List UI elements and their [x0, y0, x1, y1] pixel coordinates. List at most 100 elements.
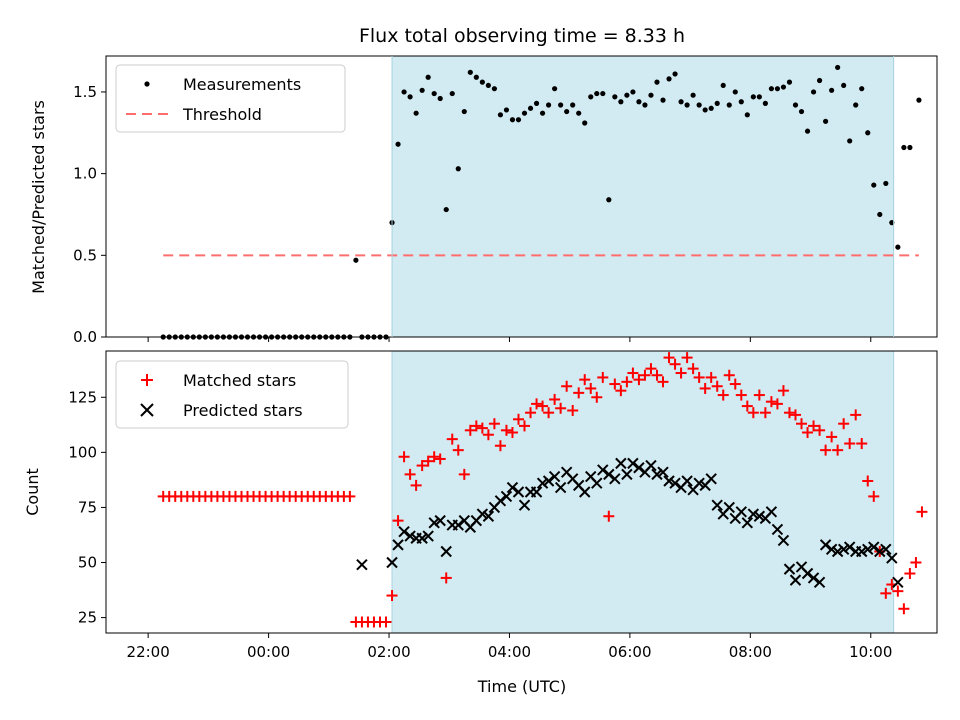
measurement-point — [822, 118, 829, 124]
legend-predicted-label: Predicted stars — [183, 401, 303, 420]
matched-star-point — [476, 422, 488, 434]
matched-star-point — [669, 358, 681, 370]
predicted-star-point — [765, 506, 778, 518]
measurement-point — [395, 141, 401, 147]
predicted-star-point — [494, 495, 507, 507]
x-tick-label: 00:00 — [247, 643, 290, 661]
measurement-point — [798, 108, 805, 115]
measurement-point — [768, 86, 775, 92]
predicted-star-point — [452, 519, 464, 531]
matched-star-point — [783, 407, 795, 419]
bottom-panel: 22:00 00:00 02:00 04:00 06:00 08:00 10:00 25 50… — [23, 350, 938, 696]
matched-star-point — [741, 400, 753, 412]
predicted-star-point — [705, 473, 717, 485]
matched-star-point — [410, 479, 422, 491]
matched-star-point — [597, 371, 609, 383]
measurement-point — [455, 166, 461, 172]
measurement-point — [564, 108, 570, 115]
matched-star-point — [904, 568, 916, 580]
y-tick-label: 50 — [78, 554, 97, 572]
predicted-star-point — [837, 543, 850, 555]
legend-measurements-label: Measurements — [183, 75, 301, 94]
measurement-point — [732, 89, 738, 95]
measurement-point — [756, 94, 762, 100]
measurement-point — [545, 102, 552, 108]
bottom-legend-frame — [115, 360, 349, 429]
matched-star-point — [392, 515, 404, 527]
predicted-star-point — [591, 477, 603, 489]
measurement-point — [841, 82, 847, 89]
predicted-star-point — [356, 558, 368, 571]
top-panel-frame — [105, 55, 938, 338]
x-tick-label: 10:00 — [849, 643, 892, 661]
predicted-star-point — [645, 459, 657, 472]
measurement-point — [762, 100, 768, 106]
matched-star-point — [856, 438, 868, 450]
matched-star-point — [880, 587, 892, 599]
matched-star-point — [549, 393, 561, 405]
predicted-star-point — [819, 539, 832, 551]
matched-star-point — [440, 572, 452, 584]
matched-star-point — [868, 490, 880, 502]
matched-star-point — [796, 418, 808, 430]
measurement-point — [714, 100, 720, 106]
measurement-point — [497, 112, 504, 118]
matched-star-point — [693, 371, 705, 383]
matched-star-point — [416, 460, 428, 472]
y-tick-label: 1.5 — [73, 83, 97, 101]
predicted-star-point — [416, 532, 428, 544]
predicted-star-point — [404, 530, 416, 542]
predicted-star-point — [530, 486, 543, 498]
measurement-point — [690, 92, 696, 98]
matched-star-point — [789, 409, 801, 421]
predicted-star-point — [603, 468, 615, 481]
predicted-star-point — [597, 464, 609, 476]
measurement-point — [558, 102, 564, 108]
measurement-point — [618, 99, 624, 105]
matched-star-point — [687, 363, 699, 375]
measurement-point — [744, 112, 750, 118]
y-tick-label: 0.0 — [73, 328, 97, 346]
matched-star-point — [537, 400, 549, 412]
predicted-star-point — [862, 543, 874, 555]
predicted-star-point — [476, 508, 489, 520]
predicted-star-point — [633, 462, 645, 474]
predicted-star-point — [657, 466, 669, 478]
observing-window-shade-bottom — [392, 351, 894, 633]
matched-star-point — [627, 367, 639, 379]
measurement-point — [449, 90, 455, 97]
bottom-panel-frame — [105, 350, 938, 634]
predicted-star-point — [735, 506, 748, 518]
legend-matched-marker — [141, 374, 153, 386]
predicted-star-point — [777, 534, 790, 547]
matched-star-point — [838, 418, 850, 430]
matched-star-point — [711, 380, 723, 392]
predicted-star-point — [482, 510, 495, 522]
matched-star-point — [603, 510, 615, 522]
legend-measurements-marker — [144, 81, 150, 87]
measurement-point — [871, 182, 877, 188]
predicted-star-point — [825, 543, 838, 555]
matched-star-point — [561, 380, 573, 392]
matched-star-point — [699, 382, 711, 394]
predicted-star-point — [548, 470, 561, 483]
measurement-point — [835, 64, 841, 71]
measurement-point — [720, 82, 726, 89]
matched-star-point — [747, 407, 759, 419]
measurement-point — [588, 94, 594, 100]
legend-threshold-label: Threshold — [182, 105, 262, 124]
matched-star-point — [759, 407, 771, 419]
matched-star-point — [446, 433, 458, 445]
predicted-star-point — [518, 499, 531, 511]
measurement-point — [570, 102, 576, 108]
x-tick-label: 06:00 — [608, 643, 651, 661]
bottom-y-axis-label: Count — [23, 468, 42, 516]
matched-star-point — [705, 371, 717, 383]
matched-star-point — [820, 444, 832, 456]
matched-star-point — [555, 402, 567, 414]
measurement-point — [600, 90, 606, 97]
measurement-point — [672, 71, 678, 77]
legend-matched-label: Matched stars — [183, 371, 296, 390]
predicted-star-point — [741, 517, 754, 529]
